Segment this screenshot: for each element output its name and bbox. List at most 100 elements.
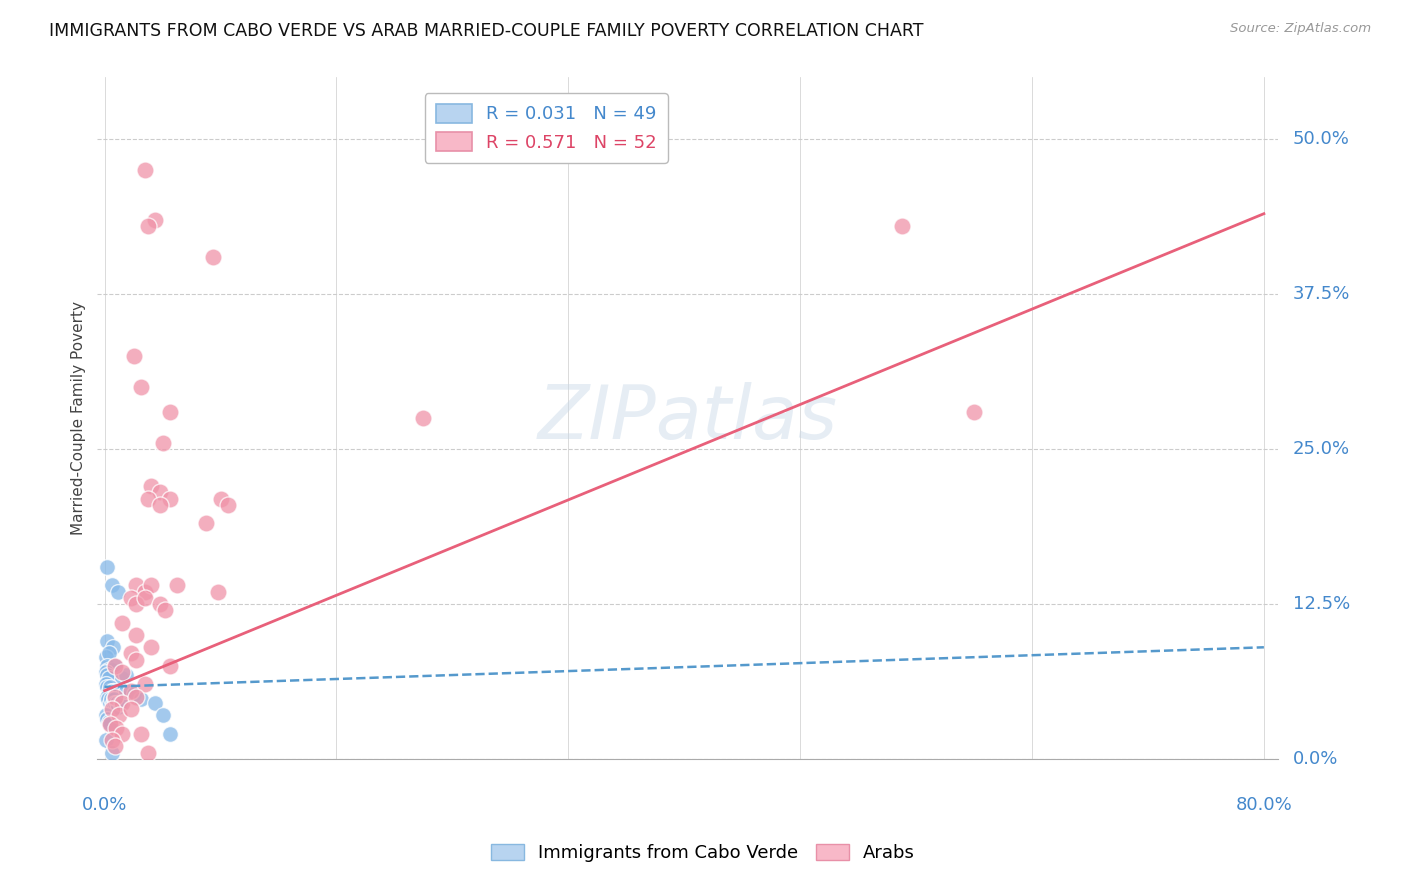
- Point: [94, 677, 117, 691]
- Point: [134, 584, 156, 599]
- Point: [94, 665, 117, 679]
- Point: [104, 658, 127, 673]
- Point: [96, 680, 118, 694]
- Point: [120, 647, 142, 661]
- Point: [115, 683, 138, 698]
- Point: [166, 578, 188, 592]
- Point: [97, 692, 120, 706]
- Point: [209, 491, 232, 506]
- Text: 12.5%: 12.5%: [1292, 595, 1350, 613]
- Point: [152, 708, 174, 723]
- Point: [96, 634, 118, 648]
- Point: [125, 690, 148, 704]
- Point: [97, 671, 120, 685]
- Point: [100, 680, 122, 694]
- Text: 0.0%: 0.0%: [1292, 750, 1339, 768]
- Point: [111, 615, 134, 630]
- Point: [97, 663, 120, 677]
- Point: [963, 405, 986, 419]
- Point: [125, 653, 148, 667]
- Point: [159, 405, 181, 419]
- Point: [107, 699, 129, 714]
- Point: [412, 411, 434, 425]
- Point: [94, 733, 117, 747]
- Point: [136, 491, 159, 506]
- Point: [97, 683, 120, 698]
- Point: [101, 696, 124, 710]
- Point: [96, 658, 118, 673]
- Text: 0.0%: 0.0%: [82, 797, 128, 814]
- Point: [108, 696, 131, 710]
- Point: [129, 380, 152, 394]
- Point: [136, 219, 159, 233]
- Point: [111, 665, 134, 679]
- Point: [129, 692, 152, 706]
- Point: [101, 746, 124, 760]
- Point: [96, 667, 118, 681]
- Point: [125, 597, 148, 611]
- Point: [104, 690, 127, 704]
- Point: [125, 628, 148, 642]
- Point: [110, 690, 132, 704]
- Point: [101, 733, 124, 747]
- Point: [105, 696, 128, 710]
- Point: [96, 712, 118, 726]
- Point: [94, 708, 117, 723]
- Point: [101, 683, 124, 698]
- Legend: Immigrants from Cabo Verde, Arabs: Immigrants from Cabo Verde, Arabs: [484, 837, 922, 870]
- Point: [94, 650, 117, 665]
- Point: [107, 584, 129, 599]
- Point: [134, 591, 156, 605]
- Point: [149, 485, 172, 500]
- Point: [101, 663, 124, 677]
- Point: [129, 727, 152, 741]
- Text: 50.0%: 50.0%: [1292, 130, 1350, 148]
- Point: [122, 349, 145, 363]
- Text: 37.5%: 37.5%: [1292, 285, 1350, 303]
- Point: [104, 696, 127, 710]
- Point: [103, 683, 125, 698]
- Point: [159, 727, 181, 741]
- Point: [143, 696, 166, 710]
- Point: [155, 603, 177, 617]
- Point: [101, 702, 124, 716]
- Point: [195, 516, 218, 531]
- Point: [96, 690, 118, 704]
- Point: [139, 479, 162, 493]
- Point: [105, 721, 128, 735]
- Point: [207, 584, 229, 599]
- Point: [134, 677, 156, 691]
- Text: IMMIGRANTS FROM CABO VERDE VS ARAB MARRIED-COUPLE FAMILY POVERTY CORRELATION CHA: IMMIGRANTS FROM CABO VERDE VS ARAB MARRI…: [49, 22, 924, 40]
- Point: [96, 559, 118, 574]
- Point: [100, 692, 122, 706]
- Point: [97, 647, 120, 661]
- Point: [104, 687, 127, 701]
- Point: [108, 687, 131, 701]
- Point: [105, 683, 128, 698]
- Point: [217, 498, 239, 512]
- Point: [202, 250, 225, 264]
- Point: [120, 683, 142, 698]
- Point: [100, 717, 122, 731]
- Point: [134, 163, 156, 178]
- Point: [120, 591, 142, 605]
- Text: ZIPatlas: ZIPatlas: [538, 382, 838, 454]
- Text: Source: ZipAtlas.com: Source: ZipAtlas.com: [1230, 22, 1371, 36]
- Point: [149, 597, 172, 611]
- Point: [101, 578, 124, 592]
- Point: [104, 739, 127, 754]
- Point: [125, 578, 148, 592]
- Point: [152, 436, 174, 450]
- Legend: R = 0.031   N = 49, R = 0.571   N = 52: R = 0.031 N = 49, R = 0.571 N = 52: [425, 94, 668, 162]
- Text: 25.0%: 25.0%: [1292, 440, 1350, 458]
- Point: [120, 702, 142, 716]
- Point: [103, 692, 125, 706]
- Point: [139, 578, 162, 592]
- Point: [122, 687, 145, 701]
- Point: [115, 667, 138, 681]
- Text: 80.0%: 80.0%: [1236, 797, 1292, 814]
- Point: [100, 717, 122, 731]
- Point: [111, 671, 134, 685]
- Point: [149, 498, 172, 512]
- Point: [103, 640, 125, 655]
